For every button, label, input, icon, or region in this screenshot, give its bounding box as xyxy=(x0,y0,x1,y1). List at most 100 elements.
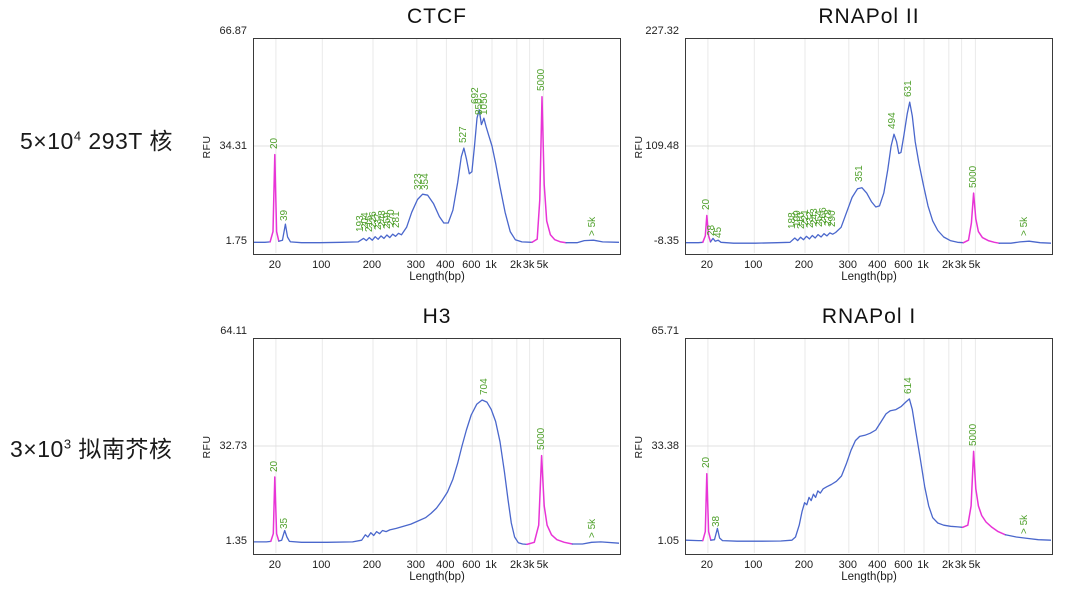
peak-size-label: 527 xyxy=(457,126,469,143)
x-tick-label: 5k xyxy=(536,259,549,271)
x-tick-label: 400 xyxy=(436,559,455,571)
x-tick-label: 20 xyxy=(700,259,714,271)
x-axis-ticks: 20 100 200 300 400 600 1k 2k 3k 5k xyxy=(253,259,621,272)
x-tick-label: 300 xyxy=(838,559,857,571)
trace-marker xyxy=(702,214,712,244)
trace-svg xyxy=(686,39,1051,253)
y-axis-mid-value: 33.38 xyxy=(651,439,679,452)
trace-svg xyxy=(686,339,1051,553)
y-axis-min-value: 1.35 xyxy=(225,535,247,547)
peak-size-label: 5000 xyxy=(967,423,979,446)
x-tick-label: 300 xyxy=(406,559,425,571)
peak-size-label: 494 xyxy=(887,112,899,129)
trace-marker xyxy=(531,96,567,244)
trace-marker xyxy=(269,153,280,243)
x-tick-label: 100 xyxy=(744,259,763,271)
peak-size-label: 354 xyxy=(419,173,431,190)
chart-title: CTCF xyxy=(407,5,467,28)
x-tick-label: 300 xyxy=(838,259,857,271)
x-tick-label: 100 xyxy=(312,259,331,271)
trace-dna xyxy=(1004,534,1051,541)
trace-dna xyxy=(278,108,533,244)
y-axis-max-value: 65.71 xyxy=(651,325,679,337)
x-tick-label: 3k xyxy=(522,259,535,271)
x-axis-ticks: 20 100 200 300 400 600 1k 2k 3k 5k xyxy=(685,259,1053,272)
x-tick-label: 400 xyxy=(868,259,887,271)
plot-area: 20 35 704 5000 > 5k xyxy=(253,338,621,555)
x-axis-label: Length(bp) xyxy=(841,271,897,283)
trace-marker xyxy=(702,473,712,542)
x-tick-label: 200 xyxy=(794,259,814,271)
trace-marker xyxy=(526,454,574,546)
chart-h3: H3 64.11 32.73 1.35 RFU 20 35 704 5000 > 5k … xyxy=(201,305,621,583)
x-tick-label: 200 xyxy=(362,559,382,571)
x-tick-label: 400 xyxy=(436,259,455,271)
row-label-293t-nuclei: 5×104 293T 核 xyxy=(20,122,173,156)
y-axis-max-value: 64.11 xyxy=(220,325,247,337)
x-tick-label: 200 xyxy=(794,559,814,571)
x-tick-label: 100 xyxy=(312,559,331,571)
row-label-superscript: 3 xyxy=(63,436,72,452)
y-axis-min-value: -8.35 xyxy=(653,235,679,247)
x-tick-label: 3k xyxy=(522,559,535,571)
row-label-text: 293T 核 xyxy=(81,128,173,154)
y-axis-mid-value: 34.31 xyxy=(219,139,247,152)
peak-size-label: 35 xyxy=(278,518,290,530)
x-tick-label: 1k xyxy=(485,259,497,271)
peak-size-label: > 5k xyxy=(586,518,598,538)
y-axis-min-value: 1.75 xyxy=(225,235,247,247)
peak-size-label: 45 xyxy=(712,226,724,238)
peak-size-label: 281 xyxy=(391,211,403,229)
x-tick-label: 600 xyxy=(894,559,913,571)
x-tick-label: 300 xyxy=(406,259,425,271)
peak-size-label: 5000 xyxy=(967,165,979,188)
peak-size-label: 20 xyxy=(268,460,280,472)
trace-dna xyxy=(278,399,528,546)
y-axis-max-value: 227.32 xyxy=(645,25,679,37)
peak-size-label: > 5k xyxy=(586,216,598,236)
plot-area: 20 39 193 204 215 226 237 248 259 270 281 323 354 527… xyxy=(253,38,621,255)
peak-size-label: 704 xyxy=(478,377,490,395)
peak-size-label: 614 xyxy=(903,376,914,394)
peak-size-label: > 5k xyxy=(1018,514,1030,534)
x-tick-label: 1k xyxy=(917,259,929,271)
peak-size-label: 631 xyxy=(903,80,915,97)
y-axis-min-value: 1.05 xyxy=(657,535,679,547)
x-tick-label: 600 xyxy=(462,259,481,271)
x-tick-label: 20 xyxy=(268,259,282,271)
peak-size-label: 351 xyxy=(854,165,866,183)
y-axis-mid-value: 32.73 xyxy=(219,439,247,452)
x-tick-label: 5k xyxy=(968,259,981,271)
x-axis-label: Length(bp) xyxy=(841,571,897,583)
trace-dna xyxy=(254,540,272,543)
x-tick-label: 1k xyxy=(917,559,929,571)
y-axis-label: RFU xyxy=(201,434,213,459)
peak-size-label: 1050 xyxy=(479,92,491,115)
x-tick-label: 2k xyxy=(509,559,522,571)
peak-size-label: > 5k xyxy=(1018,216,1030,236)
x-tick-label: 600 xyxy=(462,559,481,571)
y-axis-mid-value: 109.48 xyxy=(645,139,679,152)
x-tick-label: 100 xyxy=(744,559,763,571)
peak-size-label: 38 xyxy=(710,516,722,528)
plot-area: 20 28 45 188 199 210 221 232 243 254 266 278 290 351 4… xyxy=(685,38,1053,255)
x-tick-label: 600 xyxy=(894,259,913,271)
chart-title: RNAPol II xyxy=(818,5,920,28)
trace-dna xyxy=(710,398,964,542)
peak-size-label: 5000 xyxy=(535,427,547,451)
trace-marker xyxy=(270,476,280,543)
trace-marker xyxy=(961,450,1007,536)
x-axis-label: Length(bp) xyxy=(409,571,465,583)
trace-dna xyxy=(709,101,965,244)
chart-ctcf: CTCF 66.87 34.31 1.75 RFU 20 39 193 204 215 2… xyxy=(201,5,621,283)
chart-rnapol1: RNAPol I 65.71 33.38 1.05 RFU 20 38 614 500… xyxy=(633,305,1053,583)
row-label-text: 5×10 xyxy=(20,128,74,154)
chart-rnapol2: RNAPol II 227.32 109.48 -8.35 RFU 20 28 45… xyxy=(633,5,1053,283)
x-tick-label: 5k xyxy=(968,559,981,571)
x-tick-label: 5k xyxy=(536,559,549,571)
x-tick-label: 2k xyxy=(941,259,954,271)
y-axis-label: RFU xyxy=(633,434,645,459)
x-tick-label: 3k xyxy=(954,259,967,271)
row-label-superscript: 4 xyxy=(73,128,82,144)
row-label-arabidopsis-nuclei: 3×103 拟南芥核 xyxy=(10,430,172,464)
